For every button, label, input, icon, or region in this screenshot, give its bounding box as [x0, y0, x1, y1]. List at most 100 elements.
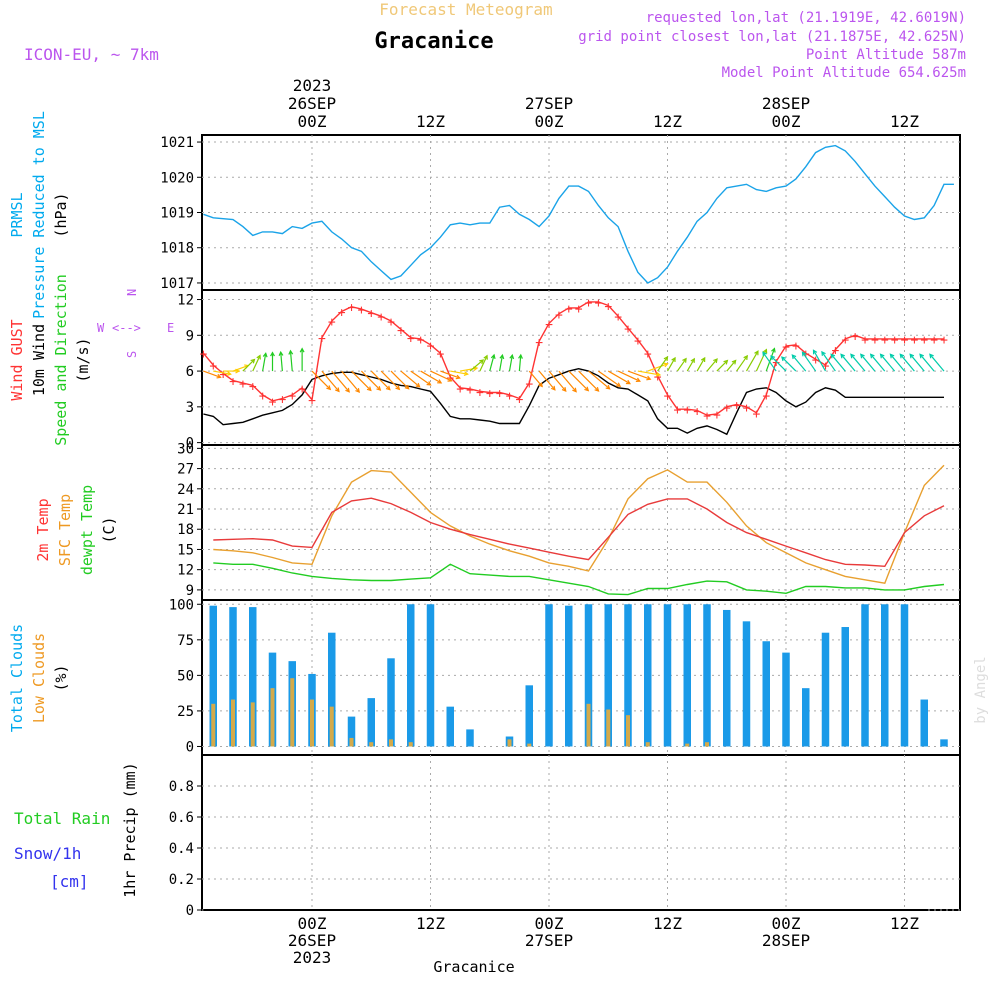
credit-watermark: by Angel	[973, 656, 989, 723]
wind-barb	[360, 370, 381, 391]
total-cloud-bar	[821, 632, 830, 747]
gust-marker: +	[308, 394, 316, 409]
wind-barb-head	[561, 386, 567, 392]
wind-barb-head	[723, 359, 729, 365]
wind-barb	[410, 370, 431, 386]
gust-marker: +	[239, 377, 247, 392]
wind-barb	[380, 370, 400, 390]
total-cloud-bar	[249, 607, 257, 747]
total-cloud-bar	[624, 604, 632, 747]
gust-marker: +	[723, 401, 731, 416]
ytick-label-temp: 9	[186, 583, 194, 599]
wind-barb	[840, 353, 856, 372]
gust-marker: +	[249, 379, 257, 394]
gust-marker: +	[298, 382, 306, 397]
compass-east: E	[167, 321, 174, 335]
wind-barb	[696, 357, 706, 372]
gust-marker: +	[851, 329, 859, 344]
chart-panels	[201, 134, 961, 911]
clouds-label: (%)	[52, 664, 70, 691]
wind-barb	[400, 370, 421, 388]
total-cloud-bar	[683, 604, 691, 747]
wind-barb	[460, 367, 478, 372]
gust-marker: +	[407, 332, 415, 347]
ytick-label-temp: 21	[177, 502, 194, 518]
time-tick-label: 28SEP	[762, 94, 810, 113]
requested-coords: requested lon,lat (21.1919E, 42.6019N)	[646, 10, 966, 26]
wind-label: (m/s)	[74, 337, 92, 382]
pressure-label: Pressure Reduced to MSL	[30, 111, 48, 319]
total-cloud-bar	[387, 658, 395, 747]
wind-barb	[666, 357, 676, 372]
panel-labels: PRMSL Pressure Reduced to MSL (hPa) Wind GU…	[8, 111, 174, 898]
total-cloud-bar	[407, 604, 415, 747]
gust-marker: +	[348, 301, 356, 316]
gust-marker: +	[555, 308, 563, 323]
time-tick-label: 12Z	[890, 112, 919, 131]
wind-barb	[420, 370, 442, 384]
wind-barb-head	[270, 351, 275, 357]
wind-barb	[770, 355, 787, 372]
wind-label: Speed and Direction	[52, 274, 70, 446]
ytick-label-clouds: 100	[169, 597, 194, 613]
gust-marker: +	[782, 340, 790, 355]
gust-marker: +	[506, 389, 514, 404]
wind-barb-head	[250, 358, 256, 364]
time-tick-label: 26SEP	[288, 94, 336, 113]
temp-2m-line	[213, 497, 945, 568]
ytick-label-precip: 0	[186, 903, 194, 919]
wind-barb	[765, 348, 776, 372]
gust-marker: +	[683, 403, 691, 418]
wind-barb	[311, 370, 331, 390]
wind-barb-head	[437, 379, 443, 384]
wind-barb	[830, 353, 846, 372]
wind-barb-head	[572, 387, 577, 393]
gust-marker: +	[812, 353, 820, 368]
gust-marker: +	[525, 377, 533, 392]
gust-marker: +	[338, 305, 346, 320]
wind-speed-line	[203, 367, 944, 436]
wind-barb	[538, 370, 556, 391]
wind-barb	[558, 370, 577, 393]
wind-barb-head	[262, 352, 268, 358]
wind-barb-head	[355, 387, 361, 393]
wind-barb-head	[646, 375, 652, 381]
wind-barb	[331, 370, 350, 393]
point-altitude: Point Altitude 587m	[806, 47, 966, 63]
wind-barb-head	[518, 353, 523, 359]
wind-barb	[489, 354, 495, 372]
pressure-label: (hPa)	[52, 192, 70, 237]
total-cloud-bar	[900, 604, 909, 747]
wind-label: Wind GUST	[8, 319, 26, 400]
time-tick-label: 28SEP	[762, 931, 810, 950]
wind-barb-head	[869, 353, 875, 359]
gust-marker: +	[357, 303, 365, 318]
total-cloud-bar	[229, 607, 237, 747]
gust-marker: +	[910, 333, 918, 348]
wind-barb	[499, 355, 504, 372]
low-cloud-bar	[290, 678, 295, 747]
wind-barb-head	[780, 356, 786, 362]
ytick-label-wind: 0	[186, 436, 194, 452]
wind-barb-head	[625, 379, 631, 385]
wind-barb-head	[889, 353, 895, 359]
wind-barb	[745, 350, 759, 372]
chart-subtitle: Forecast Meteogram	[379, 0, 552, 19]
time-tick-label: 00Z	[772, 112, 801, 131]
wind-barb-head	[216, 373, 222, 379]
wind-barb	[548, 370, 567, 392]
gust-marker: +	[199, 347, 207, 362]
chart-title: Gracanice	[374, 29, 493, 54]
model-altitude: Model Point Altitude 654.625m	[722, 65, 966, 81]
wind-barb	[508, 355, 513, 372]
gust-marker: +	[209, 359, 217, 374]
total-cloud-bar	[663, 604, 672, 747]
gust-marker: +	[486, 387, 494, 402]
total-cloud-bar	[703, 604, 711, 747]
gust-marker: +	[733, 398, 741, 413]
wind-barb-head	[226, 371, 232, 377]
wind-barb	[598, 370, 621, 387]
wind-barb-head	[743, 354, 748, 360]
